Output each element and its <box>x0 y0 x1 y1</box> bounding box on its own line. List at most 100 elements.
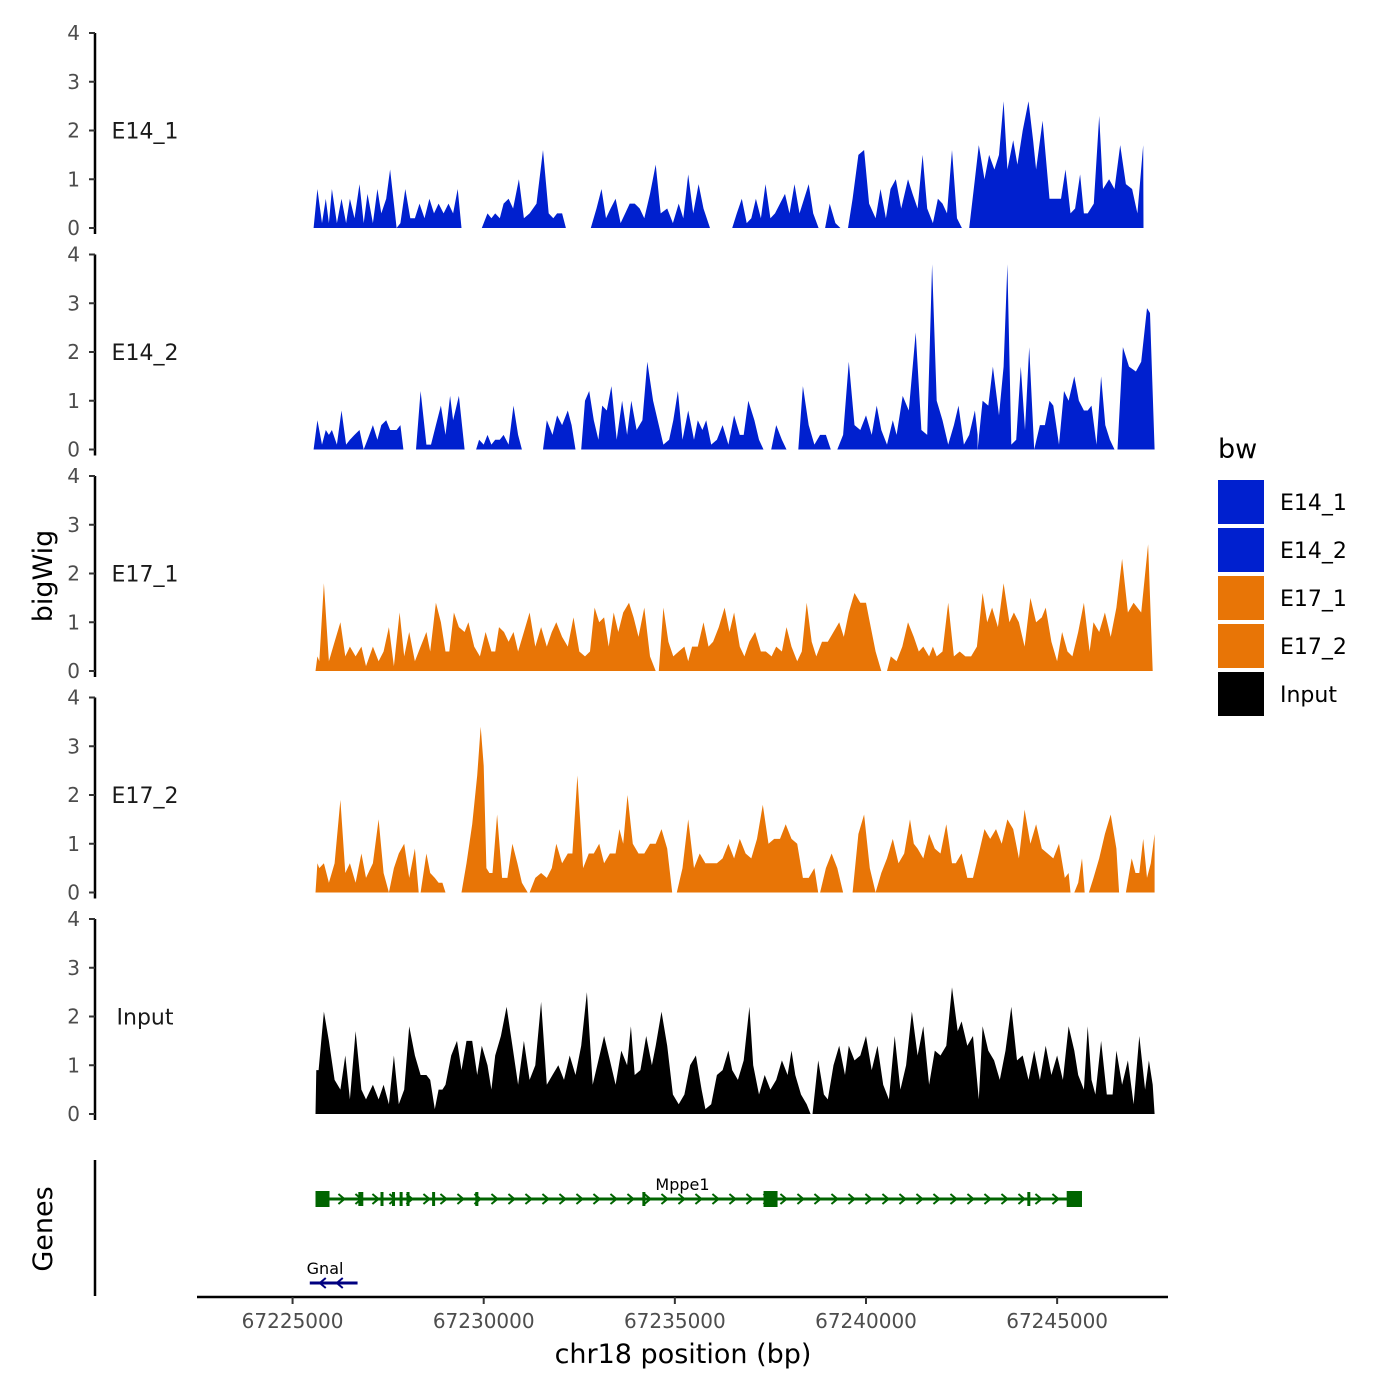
signal-area-e17_1 <box>658 593 882 671</box>
strand-arrow <box>711 1193 720 1205</box>
y-tick-label: 1 <box>67 610 80 634</box>
strand-arrow <box>456 1193 465 1205</box>
signal-area-e14_2 <box>581 361 764 450</box>
strand-arrow <box>575 1193 584 1205</box>
exon-block <box>642 1192 646 1206</box>
y-tick-label: 4 <box>67 907 80 931</box>
y-tick-label: 1 <box>67 832 80 856</box>
strand-arrow <box>932 1193 941 1205</box>
signal-area-e14_2 <box>543 410 576 450</box>
x-tick-label: 67230000 <box>433 1309 535 1333</box>
y-tick-label: 2 <box>67 119 80 143</box>
signal-area-input <box>315 992 811 1114</box>
track-e14_1: 0 1 2 3 4 E14_1 <box>67 21 1144 240</box>
y-tick-label: 3 <box>67 734 80 758</box>
signal-area-e14_2 <box>798 386 831 450</box>
strand-arrow <box>694 1193 703 1205</box>
exon-block <box>475 1192 479 1206</box>
signal-area-e14_1 <box>848 150 962 228</box>
strand-arrow <box>660 1193 669 1205</box>
x-axis: 67225000 67230000 67235000 67240000 67245000 <box>197 1295 1168 1333</box>
y-tick-label: 2 <box>67 340 80 364</box>
track-e14_2: 0 1 2 3 4 E14_2 <box>67 243 1155 462</box>
legend-swatch-e17_1 <box>1218 576 1264 620</box>
track-label-e14_2: E14_2 <box>112 341 179 366</box>
strand-arrow <box>813 1193 822 1205</box>
x-tick-label: 67245000 <box>1006 1309 1108 1333</box>
strand-arrow <box>830 1193 839 1205</box>
strand-arrow <box>745 1193 754 1205</box>
y-tick-label: 1 <box>67 167 80 191</box>
signal-area-e17_2 <box>852 809 1071 893</box>
y-tick-label: 1 <box>67 1053 80 1077</box>
signal-area-e17_2 <box>676 804 819 893</box>
signal-area-e14_1 <box>969 101 1144 228</box>
x-tick-label: 67240000 <box>815 1309 917 1333</box>
strand-arrow <box>779 1193 788 1205</box>
y-tick-label: 3 <box>67 291 80 315</box>
track-e17_2: 0 1 2 3 4 E17_2 <box>67 686 1155 905</box>
signal-area-input <box>812 987 1155 1114</box>
x-tick-label: 67235000 <box>624 1309 726 1333</box>
strand-arrow <box>1051 1193 1060 1205</box>
signal-area-e14_2 <box>476 405 522 450</box>
gene-label-mppe1: Mppe1 <box>655 1175 709 1194</box>
strand-arrow <box>796 1193 805 1205</box>
exon-block <box>358 1192 364 1206</box>
signal-area-e17_2 <box>529 775 673 893</box>
y-tick-label: 0 <box>67 881 80 905</box>
strand-arrow <box>898 1193 907 1205</box>
gene-mppe1: Mppe1 <box>315 1175 1082 1207</box>
y-tick-label: 4 <box>67 21 80 45</box>
track-label-input: Input <box>117 1006 174 1031</box>
strand-arrow <box>490 1193 499 1205</box>
signal-area-e17_2 <box>315 799 419 893</box>
legend-label-e17_1: E17_1 <box>1280 587 1347 612</box>
legend-swatch-input <box>1218 672 1264 716</box>
legend-swatch-e14_1 <box>1218 480 1264 524</box>
signal-area-e17_2 <box>1074 858 1085 893</box>
exon-block <box>1066 1191 1082 1207</box>
track-label-e14_1: E14_1 <box>112 120 179 145</box>
signal-area-e14_1 <box>590 164 710 228</box>
signal-area-e17_2 <box>420 853 446 893</box>
signal-area-e14_1 <box>732 184 819 228</box>
y-tick-label: 2 <box>67 783 80 807</box>
strand-arrow <box>1034 1193 1043 1205</box>
strand-arrow <box>677 1193 686 1205</box>
legend-label-e17_2: E17_2 <box>1280 635 1347 660</box>
y-tick-label: 0 <box>67 438 80 462</box>
legend-label-e14_2: E14_2 <box>1280 539 1347 564</box>
signal-area-e14_1 <box>481 150 566 228</box>
strand-arrow <box>507 1193 516 1205</box>
x-axis-title: chr18 position (bp) <box>555 1339 812 1370</box>
exon-block <box>432 1192 436 1206</box>
signal-area-e17_1 <box>887 544 1153 671</box>
y-tick-label: 2 <box>67 1005 80 1029</box>
legend-swatch-e17_2 <box>1218 624 1264 668</box>
y-axis-title: bigWig <box>28 530 59 623</box>
signal-area-e17_1 <box>315 583 656 671</box>
y-tick-label: 4 <box>67 464 80 488</box>
y-tick-label: 1 <box>67 389 80 413</box>
track-label-e17_1: E17_1 <box>112 563 179 588</box>
strand-arrow <box>643 1193 652 1205</box>
exon-block <box>315 1191 330 1207</box>
y-tick-label: 0 <box>67 216 80 240</box>
signal-area-e14_2 <box>837 264 978 450</box>
track-label-e17_2: E17_2 <box>112 784 179 809</box>
strand-arrow <box>388 1193 397 1205</box>
strand-arrow <box>524 1193 533 1205</box>
strand-arrow <box>541 1193 550 1205</box>
y-tick-label: 2 <box>67 562 80 586</box>
exon-block <box>406 1192 410 1206</box>
signal-area-e17_2 <box>820 853 844 893</box>
gene-label-gnal: Gnal <box>307 1259 344 1278</box>
y-tick-label: 0 <box>67 1102 80 1126</box>
strand-arrow <box>1000 1193 1009 1205</box>
strand-arrow <box>949 1193 958 1205</box>
signal-area-e14_2 <box>771 425 787 450</box>
gene-gnal: Gnal <box>307 1259 358 1289</box>
strand-arrow <box>864 1193 873 1205</box>
